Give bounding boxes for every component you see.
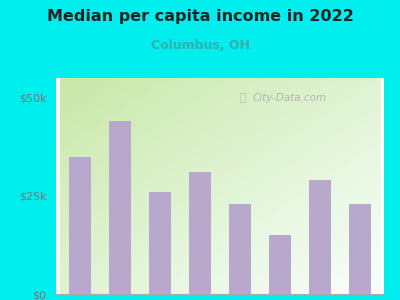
Text: ⦾: ⦾: [240, 93, 246, 103]
Bar: [229, 204, 251, 294]
Text: City-Data.com: City-Data.com: [253, 93, 327, 103]
Text: Median per capita income in 2022: Median per capita income in 2022: [46, 9, 354, 24]
Bar: [349, 204, 371, 294]
Bar: [149, 192, 171, 294]
Bar: [269, 235, 291, 294]
Bar: [189, 172, 211, 294]
Bar: [309, 180, 331, 294]
Text: Columbus, OH: Columbus, OH: [150, 39, 250, 52]
Bar: [109, 121, 131, 294]
Bar: [69, 157, 91, 294]
